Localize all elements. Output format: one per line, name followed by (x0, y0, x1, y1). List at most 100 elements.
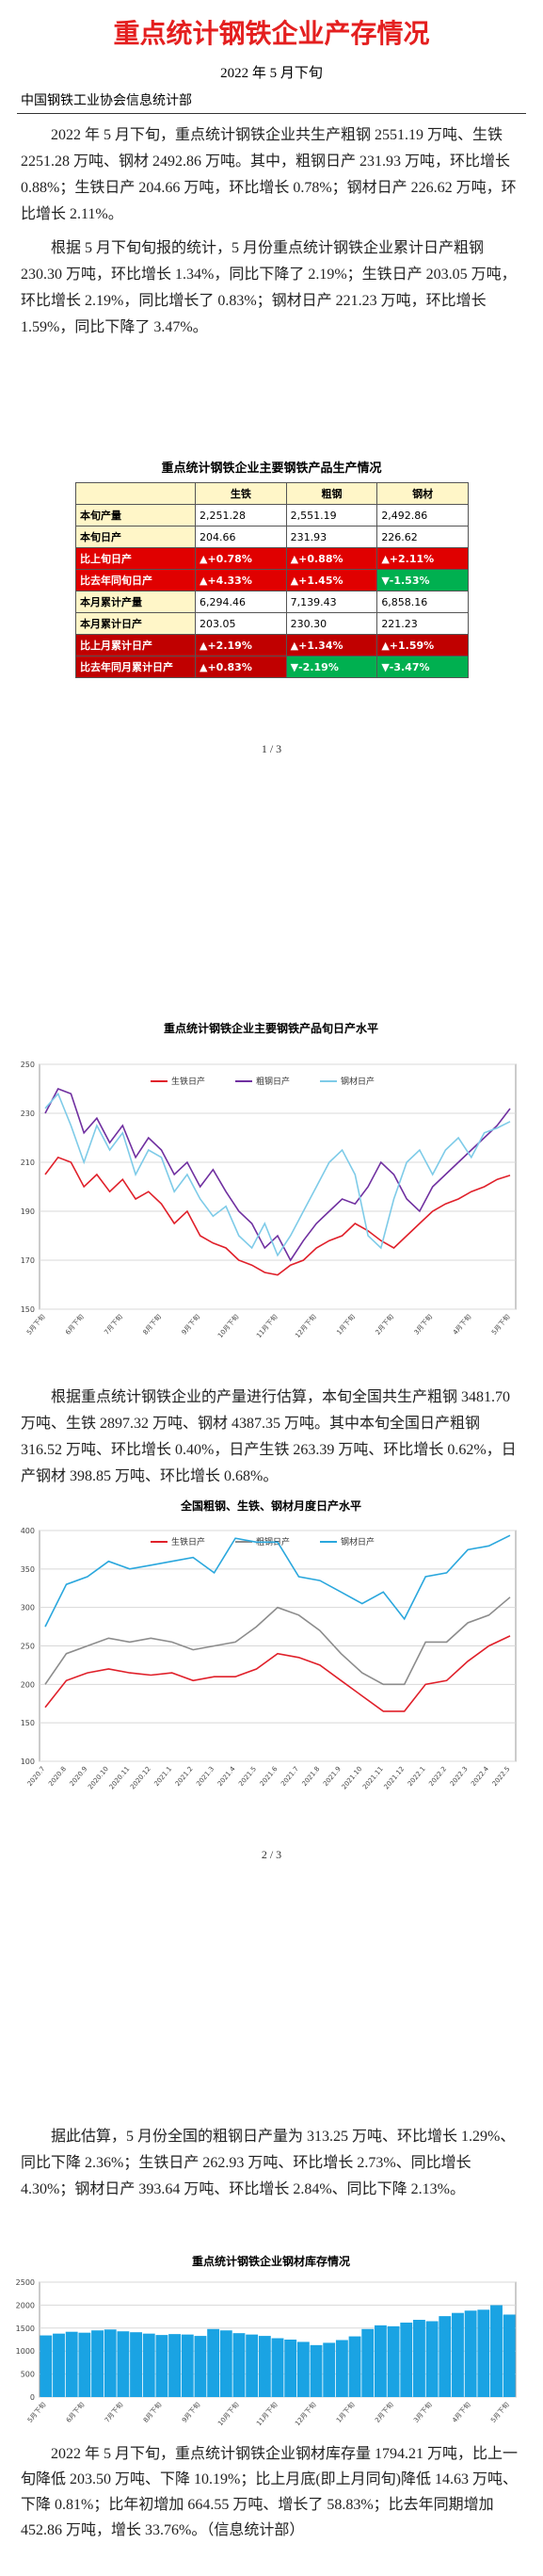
x-tick-label: 2021.9 (322, 1765, 343, 1788)
row-label: 比上月累计日产 (76, 635, 196, 656)
x-tick-label: 6月下旬 (64, 2401, 86, 2424)
bar (375, 2325, 387, 2397)
table-cell: 230.30 (286, 613, 377, 635)
x-tick-label: 11月下旬 (254, 2401, 279, 2428)
page: 重点统计钢铁企业产存情况 2022 年 5 月下旬 中国钢铁工业协会信息统计部 … (0, 0, 543, 2576)
page-number: 1 / 3 (0, 742, 543, 756)
x-tick-label: 2021.10 (341, 1765, 364, 1790)
bar (40, 2336, 52, 2397)
x-tick-label: 1月下旬 (335, 1313, 357, 1337)
x-tick-label: 2021.3 (195, 1765, 216, 1788)
x-tick-label: 7月下旬 (103, 2401, 124, 2424)
x-tick-label: 9月下旬 (180, 2401, 201, 2424)
table-cell: ▼-3.47% (377, 656, 469, 678)
bar (246, 2335, 258, 2397)
table-row: 比去年同旬日产▲+4.33%▲+1.45%▼-1.53% (76, 570, 469, 591)
chart-title: 重点统计钢铁企业钢材库存情况 (192, 2254, 350, 2268)
bar (143, 2334, 155, 2397)
bar (311, 2345, 323, 2397)
table-cell: ▲+2.19% (196, 635, 287, 656)
table-cell: ▲+4.33% (196, 570, 287, 591)
chart: 重点统计钢铁企业钢材库存情况050010001500200025005月下旬6月… (0, 2246, 543, 2439)
table-cell: ▲+0.83% (196, 656, 287, 678)
x-tick-label: 4月下旬 (450, 2401, 471, 2424)
legend-label: 粗钢日产 (256, 1076, 290, 1087)
table-cell: ▲+1.59% (377, 635, 469, 656)
x-tick-label: 2020.8 (47, 1765, 68, 1788)
data-table: 生铁粗钢钢材本旬产量2,251.282,551.192,492.86本旬日产20… (75, 482, 469, 678)
x-tick-label: 12月下旬 (293, 2401, 317, 2428)
x-tick-label: 2020.10 (87, 1765, 110, 1790)
x-tick-label: 1月下旬 (334, 2401, 356, 2424)
table-row: 比去年同月累计日产▲+0.83%▼-2.19%▼-3.47% (76, 656, 469, 678)
header-cell: 生铁 (196, 483, 287, 505)
table-cell: ▼-1.53% (377, 570, 469, 591)
x-tick-label: 2020.7 (26, 1765, 47, 1788)
x-tick-label: 3月下旬 (412, 1313, 434, 1337)
y-tick-label: 250 (21, 1643, 35, 1651)
x-tick-label: 5月下旬 (24, 1313, 46, 1337)
x-tick-label: 2021.4 (216, 1765, 237, 1788)
table-row: 本旬产量2,251.282,551.192,492.86 (76, 505, 469, 527)
bar (323, 2342, 335, 2397)
x-tick-label: 2021.2 (174, 1765, 195, 1788)
y-tick-label: 500 (21, 2371, 35, 2379)
x-tick-label: 2021.12 (383, 1765, 407, 1790)
table-cell: ▲+2.11% (377, 548, 469, 570)
chart-title: 全国粗钢、生铁、钢材月度日产水平 (180, 1499, 361, 1513)
paragraph: 根据重点统计钢铁企业的产量进行估算，本旬全国共生产粗钢 3481.70 万吨、生… (21, 1385, 524, 1490)
x-tick-label: 5月下旬 (489, 1313, 511, 1337)
plot-frame (40, 1064, 516, 1309)
y-tick-label: 2000 (16, 2301, 35, 2309)
x-tick-label: 2022.2 (427, 1765, 448, 1788)
x-tick-label: 2021.5 (237, 1765, 258, 1788)
legend-label: 生铁日产 (171, 1536, 205, 1547)
paragraph: 根据 5 月下旬旬报的统计，5 月份重点统计钢铁企业累计日产粗钢 230.30 … (21, 235, 524, 341)
legend-label: 生铁日产 (171, 1076, 205, 1087)
bar (220, 2330, 232, 2397)
table-cell: 2,492.86 (377, 505, 469, 527)
y-tick-label: 400 (21, 1527, 35, 1535)
bar (490, 2305, 503, 2397)
chart: 重点统计钢铁企业主要钢铁产品旬日产水平1501701902102302505月下… (0, 1008, 543, 1380)
bar (155, 2335, 168, 2397)
header-cell: 粗钢 (286, 483, 377, 505)
series-line (45, 1636, 510, 1711)
table-row: 本月累计产量6,294.467,139.436,858.16 (76, 591, 469, 613)
header-row: 生铁粗钢钢材 (76, 483, 469, 505)
y-tick-label: 2500 (16, 2278, 35, 2287)
x-tick-label: 2021.6 (259, 1765, 279, 1788)
y-tick-label: 200 (21, 1680, 35, 1689)
bar (91, 2330, 104, 2397)
x-tick-label: 2020.11 (108, 1765, 132, 1790)
row-label: 本月累计日产 (76, 613, 196, 635)
y-tick-label: 300 (21, 1604, 35, 1612)
doc-source: 中国钢铁工业协会信息统计部 (21, 90, 192, 109)
bar (233, 2333, 246, 2397)
bar (336, 2340, 348, 2397)
paragraph: 2022 年 5 月下旬，重点统计钢铁企业钢材库存量 1794.21 万吨，比上… (21, 2441, 524, 2543)
table-row: 比上月累计日产▲+2.19%▲+1.34%▲+1.59% (76, 635, 469, 656)
table-cell: 226.62 (377, 527, 469, 548)
table-cell: 7,139.43 (286, 591, 377, 613)
y-tick-label: 250 (21, 1061, 35, 1069)
table-row: 比上旬日产▲+0.78%▲+0.88%▲+2.11% (76, 548, 469, 570)
bar (104, 2329, 117, 2397)
bar (284, 2340, 296, 2397)
divider (17, 113, 526, 114)
table-cell: 221.23 (377, 613, 469, 635)
bar (452, 2313, 464, 2397)
x-tick-label: 2020.9 (69, 1765, 89, 1788)
x-tick-label: 5月下旬 (488, 2401, 510, 2424)
table-row: 本月累计日产203.05230.30221.23 (76, 613, 469, 635)
bar (349, 2337, 361, 2397)
row-label: 比去年同旬日产 (76, 570, 196, 591)
x-tick-label: 2022.5 (491, 1765, 512, 1788)
table-cell: ▼-2.19% (286, 656, 377, 678)
row-label: 比上旬日产 (76, 548, 196, 570)
x-tick-label: 2022.3 (449, 1765, 470, 1788)
table-cell: 6,858.16 (377, 591, 469, 613)
x-tick-label: 2022.4 (470, 1765, 490, 1788)
chart: 全国粗钢、生铁、钢材月度日产水平100150200250300350400202… (0, 1493, 543, 1827)
table-cell: 231.93 (286, 527, 377, 548)
